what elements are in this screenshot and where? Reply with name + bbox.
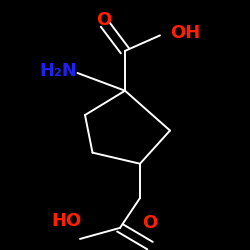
Text: OH: OH	[170, 24, 200, 42]
Text: O: O	[142, 214, 158, 232]
Text: O: O	[96, 11, 112, 29]
Text: H₂N: H₂N	[40, 62, 78, 80]
Text: HO: HO	[51, 212, 82, 230]
